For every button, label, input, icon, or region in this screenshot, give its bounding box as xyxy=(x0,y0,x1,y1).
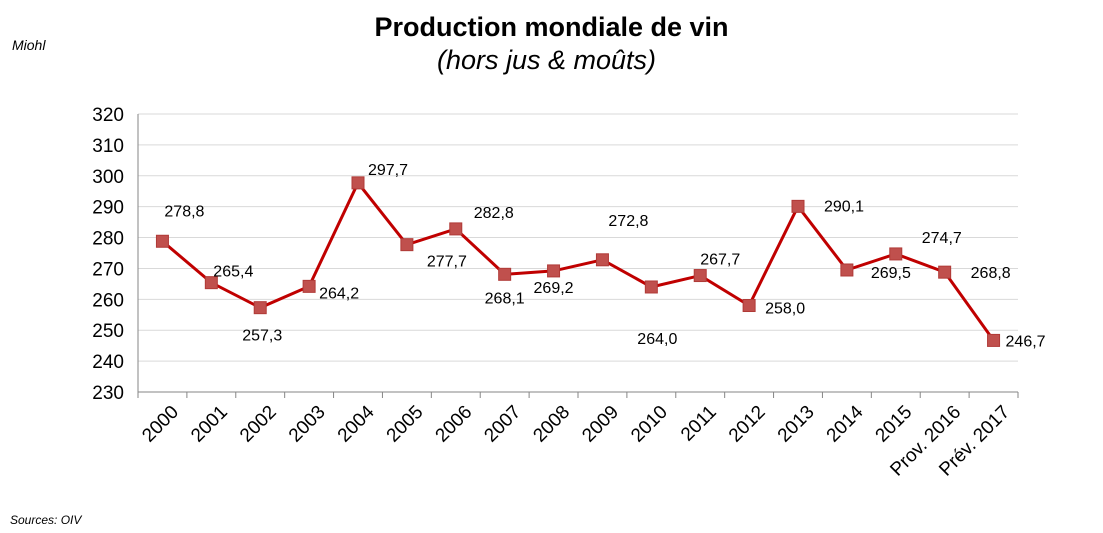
data-label: 264,0 xyxy=(637,331,677,348)
y-tick-label: 280 xyxy=(92,229,124,250)
data-label: 264,2 xyxy=(319,285,359,302)
data-point-marker xyxy=(547,264,561,278)
x-tick-label: 2007 xyxy=(481,402,526,447)
y-tick-label: 320 xyxy=(92,105,124,126)
data-label: 290,1 xyxy=(824,198,864,215)
data-point-marker xyxy=(987,333,1001,347)
data-label: 246,7 xyxy=(1006,333,1046,350)
y-tick-label: 260 xyxy=(92,290,124,311)
y-tick-label: 310 xyxy=(92,136,124,157)
data-point-marker xyxy=(204,276,218,290)
x-tick-label: 2010 xyxy=(627,402,672,447)
data-point-marker xyxy=(693,269,707,283)
data-label: 257,3 xyxy=(242,328,282,345)
x-tick-label: 2001 xyxy=(187,402,232,447)
x-tick-label: 2009 xyxy=(578,402,623,447)
data-point-marker xyxy=(791,199,805,213)
data-point-marker xyxy=(400,238,414,252)
data-label: 269,5 xyxy=(871,265,911,282)
data-label: 267,7 xyxy=(700,252,740,269)
chart-subtitle: (hors jus & moûts) xyxy=(436,45,657,75)
data-point-marker xyxy=(595,253,609,267)
x-tick-label: 2003 xyxy=(285,402,330,447)
x-tick-label: 2000 xyxy=(138,402,183,447)
x-tick-label: 2005 xyxy=(383,402,428,447)
y-tick-label: 270 xyxy=(92,259,124,280)
data-point-marker xyxy=(644,280,658,294)
y-tick-label: 290 xyxy=(92,198,124,219)
series-line xyxy=(161,180,995,342)
x-tick-label: 2008 xyxy=(529,402,574,447)
data-point-marker xyxy=(351,176,365,190)
data-label: 269,2 xyxy=(534,280,574,297)
data-point-marker xyxy=(498,267,512,281)
data-point-marker xyxy=(889,247,903,261)
data-label: 272,8 xyxy=(608,213,648,230)
y-tick-label: 250 xyxy=(92,321,124,342)
data-label: 258,0 xyxy=(765,301,805,318)
x-tick-label: 2006 xyxy=(432,402,477,447)
data-point-marker xyxy=(155,234,169,248)
data-label: 268,1 xyxy=(485,290,525,307)
source-note: Sources: OIV xyxy=(10,513,82,527)
data-point-marker xyxy=(938,265,952,279)
data-label: 265,4 xyxy=(213,264,253,281)
data-point-marker xyxy=(302,279,316,293)
x-tick-label: 2011 xyxy=(677,402,721,446)
data-label: 278,8 xyxy=(164,203,204,220)
x-tick-label: 2002 xyxy=(236,402,281,447)
data-point-marker xyxy=(253,301,267,315)
data-label: 297,7 xyxy=(368,162,408,179)
unit-label: Miohl xyxy=(12,37,46,53)
data-label: 268,8 xyxy=(971,265,1011,282)
data-point-marker xyxy=(449,222,463,236)
y-tick-label: 300 xyxy=(92,167,124,188)
y-tick-label: 230 xyxy=(92,383,124,404)
y-tick-label: 240 xyxy=(92,352,124,373)
x-tick-label: 2015 xyxy=(872,402,917,447)
x-tick-label: 2013 xyxy=(774,402,819,447)
data-point-marker xyxy=(840,263,854,277)
data-label: 277,7 xyxy=(427,254,467,271)
x-tick-label: 2014 xyxy=(823,401,868,446)
x-tick-label: 2004 xyxy=(334,401,379,446)
data-label: 274,7 xyxy=(922,230,962,247)
data-point-marker xyxy=(742,299,756,313)
chart-title: Production mondiale de vin xyxy=(374,12,729,42)
x-tick-label: 2012 xyxy=(725,402,770,447)
data-label: 282,8 xyxy=(474,205,514,222)
